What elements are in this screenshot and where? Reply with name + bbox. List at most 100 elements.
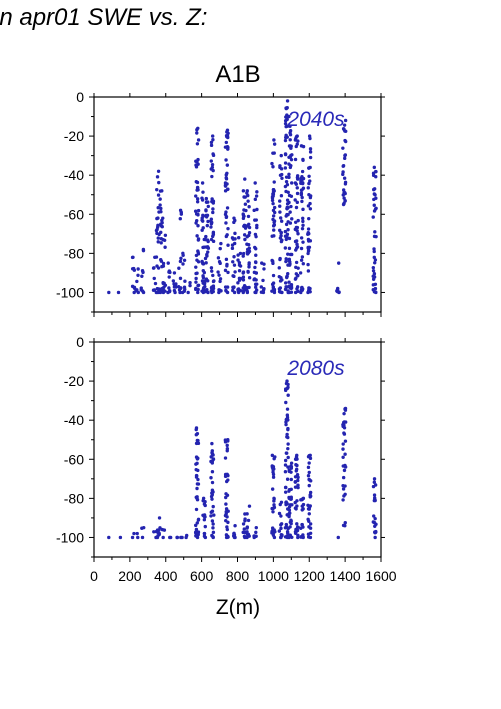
data-point bbox=[270, 198, 275, 203]
data-point bbox=[230, 243, 235, 247]
data-point bbox=[206, 219, 210, 224]
data-point bbox=[277, 529, 282, 533]
data-point bbox=[245, 252, 250, 256]
data-point bbox=[308, 155, 313, 160]
data-point bbox=[296, 533, 300, 537]
data-point bbox=[195, 431, 200, 436]
data-point bbox=[342, 468, 347, 473]
data-point bbox=[271, 510, 275, 514]
data-point bbox=[242, 233, 247, 237]
data-point bbox=[288, 133, 293, 137]
data-point bbox=[280, 176, 284, 180]
data-point bbox=[371, 520, 376, 524]
data-point bbox=[289, 461, 294, 465]
data-point bbox=[271, 470, 275, 474]
data-point bbox=[373, 530, 377, 534]
data-point bbox=[224, 158, 228, 162]
data-point bbox=[174, 285, 178, 289]
data-point bbox=[372, 493, 377, 497]
data-point bbox=[308, 490, 313, 495]
data-point bbox=[299, 188, 304, 192]
data-point bbox=[242, 195, 246, 199]
data-point bbox=[200, 289, 204, 293]
data-point bbox=[141, 248, 146, 253]
data-point bbox=[279, 167, 284, 171]
data-point bbox=[288, 138, 292, 142]
data-point bbox=[306, 251, 310, 256]
data-point bbox=[167, 289, 172, 294]
data-point bbox=[293, 138, 298, 142]
data-point bbox=[194, 507, 199, 512]
data-point bbox=[295, 285, 300, 289]
data-point bbox=[286, 190, 290, 195]
x-tick-label: 1400 bbox=[330, 568, 361, 584]
data-point bbox=[196, 477, 200, 482]
data-point bbox=[341, 487, 346, 491]
data-point bbox=[196, 482, 201, 486]
data-point bbox=[194, 221, 198, 225]
data-point bbox=[307, 461, 311, 465]
data-point bbox=[205, 238, 210, 242]
data-point bbox=[225, 285, 230, 289]
data-point bbox=[162, 528, 167, 532]
data-point bbox=[253, 285, 258, 289]
data-point bbox=[231, 285, 235, 290]
data-point bbox=[212, 513, 216, 517]
data-point bbox=[155, 528, 160, 532]
data-point bbox=[299, 246, 304, 251]
data-point bbox=[301, 223, 305, 227]
data-point bbox=[341, 447, 345, 451]
data-point bbox=[373, 483, 378, 487]
data-point bbox=[272, 496, 276, 500]
data-point bbox=[254, 234, 258, 239]
data-point bbox=[196, 290, 200, 295]
data-point bbox=[223, 474, 228, 479]
data-point bbox=[270, 506, 274, 511]
data-point bbox=[286, 272, 290, 276]
data-point bbox=[155, 216, 159, 221]
data-point bbox=[289, 521, 293, 526]
data-point bbox=[283, 485, 288, 490]
data-point bbox=[374, 196, 378, 200]
data-point bbox=[285, 435, 289, 439]
data-point bbox=[244, 208, 248, 213]
data-point bbox=[372, 480, 377, 484]
data-point bbox=[219, 289, 223, 293]
data-point bbox=[206, 204, 210, 209]
data-point bbox=[308, 136, 312, 141]
data-point bbox=[201, 214, 206, 218]
data-point bbox=[152, 266, 156, 270]
data-point bbox=[283, 526, 288, 530]
data-point bbox=[159, 224, 163, 228]
data-point bbox=[224, 495, 228, 500]
data-point bbox=[225, 443, 229, 448]
data-point bbox=[299, 526, 303, 530]
data-point bbox=[343, 484, 347, 488]
data-point bbox=[195, 200, 200, 204]
data-point bbox=[341, 164, 345, 168]
data-point bbox=[271, 224, 276, 228]
data-point bbox=[158, 203, 162, 207]
data-point bbox=[306, 474, 311, 478]
data-point bbox=[200, 228, 204, 232]
data-point bbox=[140, 535, 145, 540]
data-point bbox=[226, 226, 230, 231]
data-point bbox=[158, 189, 163, 193]
data-point bbox=[279, 239, 284, 244]
data-point bbox=[224, 518, 228, 523]
data-point bbox=[277, 289, 282, 294]
data-point bbox=[156, 206, 160, 210]
data-point bbox=[284, 222, 289, 227]
data-point bbox=[279, 230, 283, 235]
data-point bbox=[209, 510, 213, 514]
data-point bbox=[193, 523, 198, 528]
data-point bbox=[300, 504, 304, 508]
data-point bbox=[136, 267, 140, 271]
y-tick-label: 0 bbox=[76, 334, 84, 350]
data-point bbox=[157, 180, 161, 185]
x-tick-label: 0 bbox=[90, 568, 98, 584]
data-point bbox=[290, 503, 294, 507]
data-point bbox=[290, 153, 294, 157]
data-point bbox=[161, 535, 165, 540]
